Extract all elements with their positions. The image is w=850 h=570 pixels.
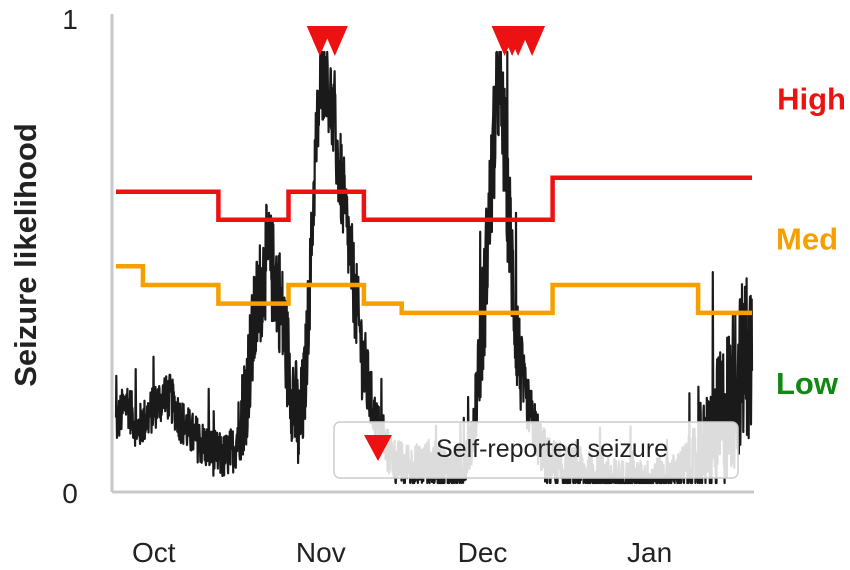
x-tick-label: Jan [627, 537, 672, 568]
legend-text: Self-reported seizure [436, 435, 668, 463]
legend-box [333, 421, 739, 479]
x-axis-ticks: Oct Nov Dec Jan [132, 537, 672, 568]
likelihood-series-line [114, 50, 754, 485]
series-layer [114, 50, 754, 485]
x-tick-label: Oct [132, 537, 176, 568]
y-tick-1: 1 [62, 4, 78, 35]
med-threshold-line [116, 264, 752, 316]
x-tick-label: Dec [458, 537, 508, 568]
legend: Self-reported seizure [333, 421, 739, 479]
y-axis-label: Seizure likelihood [8, 123, 43, 387]
seizure-markers [306, 26, 546, 56]
x-tick-label: Nov [296, 537, 346, 568]
level-label-med: Med [776, 221, 838, 256]
legend-seizure-marker [364, 435, 392, 461]
y-tick-0: 0 [62, 478, 78, 509]
high-threshold-line [116, 175, 752, 222]
seizure-marker [519, 26, 546, 56]
level-label-high: High [777, 82, 846, 117]
level-label-low: Low [776, 366, 839, 401]
seizure-marker [321, 26, 348, 56]
